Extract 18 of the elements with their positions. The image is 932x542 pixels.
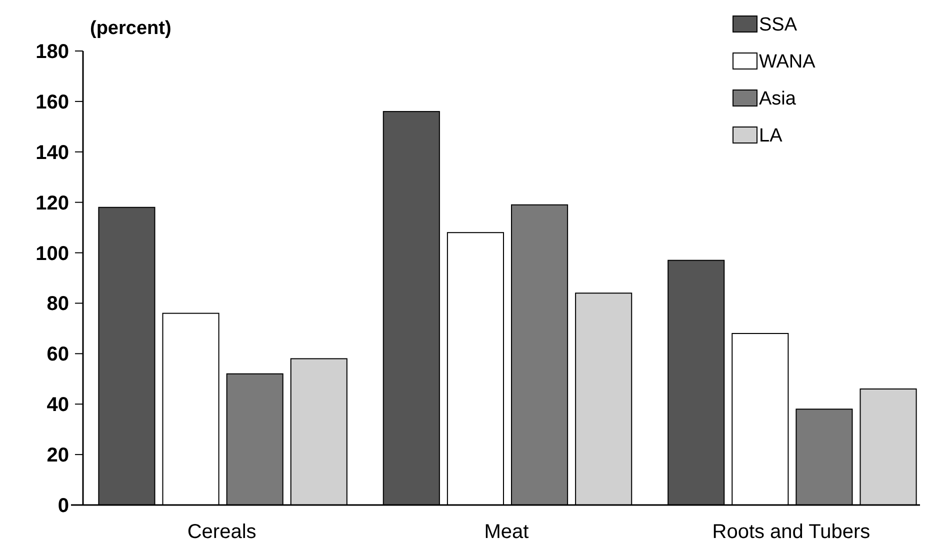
legend-label: SSA xyxy=(759,14,798,36)
legend-label: Asia xyxy=(759,88,796,110)
x-tick-label: Roots and Tubers xyxy=(712,521,870,542)
y-tick-label: 0 xyxy=(58,495,69,517)
y-tick-label: 20 xyxy=(46,444,69,467)
y-tick-label: 80 xyxy=(46,293,69,316)
y-axis-title: (percent) xyxy=(90,18,172,39)
x-tick-label: Meat xyxy=(484,521,530,542)
legend-label: LA xyxy=(759,126,783,147)
y-tick-label: 160 xyxy=(36,91,69,114)
y-tick-label: 40 xyxy=(46,394,69,416)
x-tick-label: Cereals xyxy=(187,521,256,542)
y-tick-label: 120 xyxy=(36,192,69,214)
legend-label: WANA xyxy=(759,52,816,73)
y-tick-label: 140 xyxy=(36,142,69,164)
y-tick-label: 100 xyxy=(36,242,69,265)
y-tick-label: 180 xyxy=(36,41,69,63)
y-tick-label: 60 xyxy=(46,344,69,366)
